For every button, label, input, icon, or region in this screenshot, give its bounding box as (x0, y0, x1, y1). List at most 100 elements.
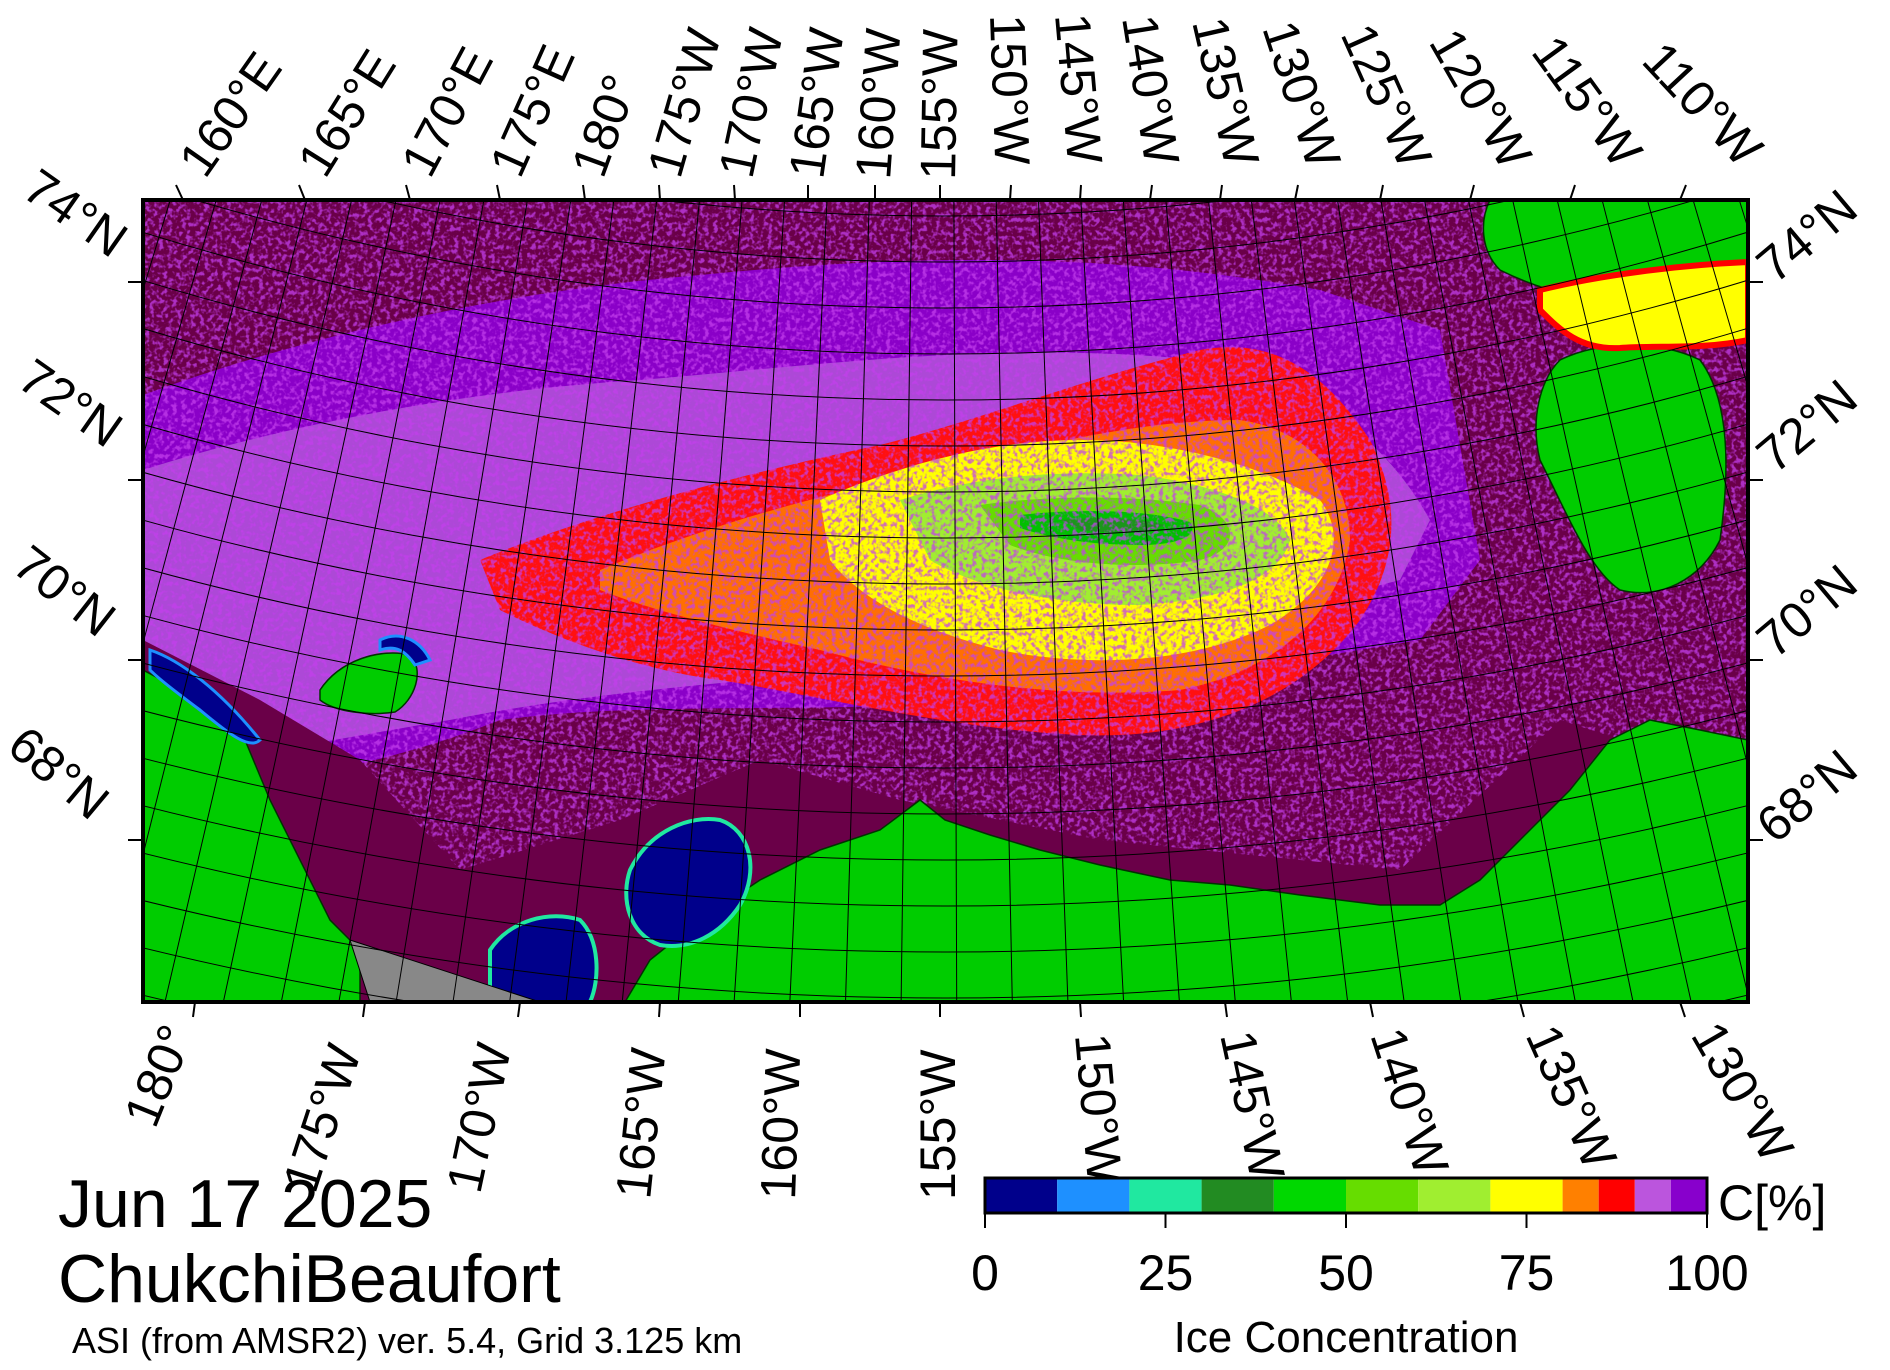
map-frame-content (143, 0, 1890, 1002)
right-latitude-labels: 74°N 72°N 70°N 68°N (1746, 179, 1868, 854)
longitude-line (1122, 200, 1180, 1002)
longitude-line (733, 200, 786, 1002)
low-ice-norton (488, 914, 599, 1002)
colorbar: 0 25 50 75 100 Ice Concentration C[%] (971, 1175, 1826, 1362)
low-ice-chukotka-coast (148, 647, 263, 745)
colorbar-tick-label: 25 (1138, 1245, 1194, 1301)
longitude-line (953, 200, 958, 1002)
longitude-line (1467, 200, 1634, 1002)
top-longitude-labels: 160°E 165°E 170°E 175°E 180° 175°W 170°W… (168, 11, 1774, 186)
colorbar-tick-label: 50 (1318, 1245, 1374, 1301)
longitude-line (1250, 200, 1349, 1002)
lat-label-right: 72°N (1746, 369, 1868, 484)
longitude-line (1846, 0, 1890, 894)
colorbar-tick-label: 0 (971, 1245, 999, 1301)
colorbar-bin (1201, 1178, 1274, 1213)
colorbar-bin (1670, 1178, 1707, 1213)
colorbar-bin (985, 1178, 1058, 1213)
high-ice-amundsen (1537, 258, 1748, 352)
map-frame (141, 198, 1750, 1004)
colorbar-title: Ice Concentration (1174, 1313, 1519, 1362)
lon-label-top: 150°W (979, 13, 1040, 166)
lon-label-bottom: 180° (113, 1017, 204, 1134)
longitude-line (1208, 200, 1292, 1002)
lat-label-right: 68°N (1746, 739, 1868, 854)
tick-marks (128, 184, 1763, 1018)
longitude-line (509, 200, 615, 1002)
low-ice-wrangel (378, 634, 433, 667)
colorbar-bin (1562, 1178, 1599, 1213)
product-label: ASI (from AMSR2) ver. 5.4, Grid 3.125 km (72, 1320, 743, 1361)
land-wrangel-island (319, 652, 418, 715)
colorbar-bin (1598, 1178, 1635, 1213)
lon-label-top: 160°W (845, 26, 911, 181)
longitude-line (1601, 200, 1748, 769)
longitude-line (143, 200, 263, 646)
lat-label-left: 74°N (14, 158, 138, 268)
longitude-line (143, 200, 308, 857)
lat-label-left: 68°N (0, 716, 120, 831)
lon-label-bottom: 130°W (1680, 1013, 1804, 1172)
lon-label-bottom: 140°W (1360, 1021, 1460, 1182)
colorbar-unit: C[%] (1718, 1175, 1826, 1231)
longitude-line (1512, 200, 1692, 1002)
lon-label-top: 115°W (1521, 26, 1653, 178)
land-banks-island (1535, 344, 1727, 594)
longitude-line (395, 200, 528, 1002)
lon-label-top: 110°W (1632, 31, 1774, 177)
longitude-line (452, 200, 572, 1002)
longitude-line (845, 200, 870, 1002)
lon-label-bottom: 160°W (750, 1047, 811, 1200)
no-data-wedge (349, 939, 541, 1002)
longitude-line (222, 200, 397, 1002)
longitude-line (1424, 200, 1576, 1002)
colorbar-tick-label: 75 (1499, 1245, 1555, 1301)
longitude-line (565, 200, 658, 1002)
colorbar-bin (1057, 1178, 1130, 1213)
longitude-line (1646, 200, 1748, 568)
longitude-line (1080, 200, 1125, 1002)
longitude-line (1165, 200, 1236, 1002)
lon-label-bottom: 135°W (1515, 1017, 1628, 1178)
colorbar-tick-marks (984, 1213, 1708, 1228)
lon-label-top: 160°E (168, 42, 292, 186)
longitude-line (1380, 200, 1519, 1002)
longitude-line (789, 200, 828, 1002)
longitude-line (1556, 200, 1748, 997)
longitude-line (280, 200, 441, 1002)
colorbar-bin (1129, 1178, 1202, 1213)
longitude-line (1038, 200, 1069, 1002)
lon-label-top: 155°W (910, 28, 969, 180)
lon-label-bottom: 150°W (1064, 1031, 1133, 1187)
lon-label-bottom: 170°W (436, 1038, 522, 1198)
lon-label-top: 140°W (1111, 11, 1190, 169)
lon-label-bottom: 155°W (910, 1049, 966, 1200)
longitude-line (1336, 200, 1462, 1002)
longitude-line (621, 200, 700, 1002)
colorbar-bin (1634, 1178, 1671, 1213)
lat-label-right: 70°N (1746, 554, 1868, 669)
left-latitude-labels: 74°N 72°N 70°N 68°N (0, 158, 137, 830)
longitude-line (1883, 0, 1890, 872)
colorbar-bins (985, 1178, 1707, 1213)
lon-label-bottom: 165°W (605, 1045, 677, 1201)
longitude-line (677, 200, 743, 1002)
lon-label-bottom: 145°W (1209, 1026, 1295, 1186)
longitude-line (1293, 200, 1405, 1002)
colorbar-bin (1418, 1178, 1491, 1213)
lon-label-top: 165°E (287, 40, 407, 186)
longitude-line (164, 200, 353, 1002)
date-label: Jun 17 2025 (58, 1166, 433, 1242)
colorbar-tick-label: 100 (1665, 1245, 1748, 1301)
lat-label-left: 72°N (9, 348, 133, 458)
lat-label-right: 74°N (1746, 179, 1868, 294)
longitude-line (900, 200, 913, 1002)
lon-label-top: 145°W (1044, 11, 1113, 167)
land-alaska-canada (624, 719, 1748, 1002)
colorbar-bin (1490, 1178, 1563, 1213)
region-label: ChukchiBeaufort (58, 1241, 561, 1317)
longitude-line (338, 200, 485, 1002)
colorbar-bin (1346, 1178, 1419, 1213)
colorbar-bin (1273, 1178, 1346, 1213)
